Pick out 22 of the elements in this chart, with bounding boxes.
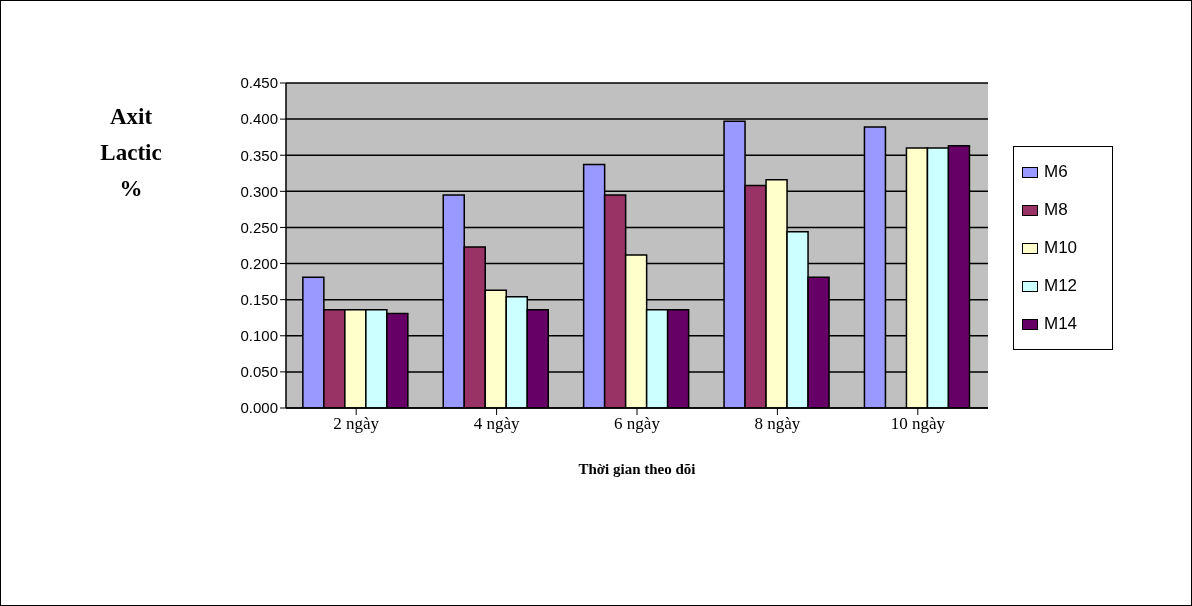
y-tick-label: 0.050: [240, 363, 278, 381]
x-tick-label: 4 ngày: [473, 414, 520, 434]
legend-label: M10: [1044, 237, 1078, 259]
y-tick-label: 0.200: [240, 254, 278, 272]
x-tick-label: 2 ngày: [333, 414, 380, 434]
x-tick-label: 8 ngày: [754, 414, 801, 434]
y-tick-label: 0.000: [240, 399, 278, 417]
y-axis-title: Axit Lactic %: [99, 103, 163, 203]
legend-label: M8: [1044, 199, 1068, 221]
x-tick-label: 6 ngày: [614, 414, 661, 434]
x-axis-title: Thời gian theo dõi: [578, 461, 696, 477]
y-tick-label: 0.250: [240, 218, 278, 236]
y-tick-label: 0.150: [240, 290, 278, 308]
y-tick-label: 0.300: [240, 182, 278, 200]
legend-label: M14: [1044, 313, 1078, 335]
y-tick-label: 0.100: [240, 327, 278, 345]
y-tick-label: 0.400: [240, 110, 278, 128]
y-tick-label: 0.350: [240, 146, 278, 164]
legend-label: M6: [1044, 161, 1068, 183]
legend-label: M12: [1044, 275, 1078, 297]
x-tick-label: 10 ngày: [890, 414, 946, 434]
y-tick-label: 0.450: [240, 74, 278, 92]
